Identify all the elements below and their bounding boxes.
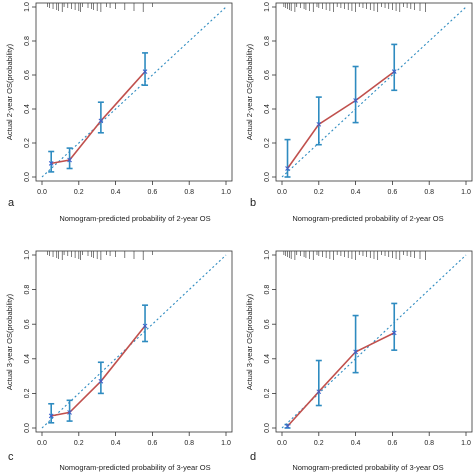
x-tick-label: 1.0 — [221, 189, 231, 196]
x-tick-label: 0.0 — [277, 189, 287, 196]
ideal-reference-line — [41, 6, 227, 178]
data-point — [391, 69, 397, 74]
y-tick-label: 1.0 — [264, 2, 271, 12]
x-axis-title: Nomogram-predicted probability of 2-year… — [59, 214, 210, 223]
x-tick-label: 0.2 — [74, 189, 84, 196]
panel-label: b — [250, 197, 256, 209]
data-point — [316, 121, 322, 127]
x-tick-label: 0.6 — [388, 189, 398, 196]
y-tick-label: 1.0 — [24, 2, 31, 12]
data-point — [353, 349, 358, 355]
x-tick-label: 0.0 — [37, 440, 47, 447]
calibration-panel-c: 0.0 0.2 0.4 0.6 0.8 1.0 0.0 0.2 0.4 0.6 0.8 1.0 Nomo… — [5, 250, 233, 472]
data-point — [48, 413, 54, 419]
x-tick-label: 0.6 — [148, 440, 158, 447]
plot-frame — [35, 2, 233, 182]
plot-frame — [275, 2, 473, 182]
data-point — [98, 118, 104, 124]
data-point — [67, 157, 72, 163]
y-tick-label: 0.6 — [264, 319, 271, 329]
panel-label: a — [8, 197, 15, 209]
y-tick-label: 0.8 — [264, 285, 271, 295]
x-tick-label: 0.6 — [148, 189, 158, 196]
y-tick-label: 0.4 — [264, 104, 271, 114]
x-tick-label: 0.4 — [111, 189, 121, 196]
y-tick-label: 1.0 — [24, 250, 31, 260]
y-tick-label: 0.4 — [24, 104, 31, 114]
y-tick-label: 0.0 — [24, 423, 31, 433]
y-axis-title: Actual 3-year OS(probability) — [245, 293, 254, 390]
data-point — [142, 69, 148, 74]
y-tick-label: 0.0 — [264, 172, 271, 182]
y-tick-label: 0.4 — [264, 354, 271, 364]
y-tick-label: 0.2 — [24, 388, 31, 398]
x-tick-label: 0.2 — [314, 189, 324, 196]
y-tick-label: 0.2 — [264, 138, 271, 148]
y-tick-label: 0.6 — [264, 70, 271, 80]
calibration-curve — [51, 325, 146, 417]
data-point — [98, 378, 104, 384]
calibration-curve — [286, 332, 395, 427]
data-point — [391, 330, 397, 336]
x-tick-label: 0.6 — [388, 440, 398, 447]
panel-label: c — [8, 451, 14, 463]
x-axis-title: Nomogram-predicted probability of 3-year… — [292, 463, 443, 472]
x-tick-label: 0.4 — [111, 440, 121, 447]
y-tick-label: 1.0 — [264, 250, 271, 260]
y-axis-title: Actual 3-year OS(probability) — [5, 293, 14, 390]
ideal-reference-line — [281, 6, 467, 178]
x-tick-label: 0.8 — [424, 189, 434, 196]
x-tick-label: 0.8 — [424, 440, 434, 447]
y-tick-label: 0.4 — [24, 354, 31, 364]
data-point — [48, 161, 54, 166]
y-tick-label: 0.6 — [24, 70, 31, 80]
calibration-curve — [51, 71, 146, 165]
data-point — [285, 166, 290, 171]
calibration-panel-b: 0.0 0.2 0.4 0.6 0.8 1.0 0.0 0.2 0.4 0.6 0.8 1.0 Nomo… — [245, 2, 473, 223]
data-point — [353, 98, 358, 103]
y-axis-title: Actual 2-year OS(probability) — [245, 43, 254, 140]
x-axis-title: Nomogram-predicted probability of 3-year… — [59, 463, 210, 472]
calibration-panel-d: 0.0 0.2 0.4 0.6 0.8 1.0 0.0 0.2 0.4 0.6 0.8 1.0 Nomo… — [245, 250, 473, 472]
panel-label: d — [250, 451, 256, 463]
data-point — [316, 389, 322, 395]
x-tick-label: 0.4 — [351, 440, 361, 447]
x-tick-label: 0.8 — [184, 189, 194, 196]
x-tick-label: 0.4 — [351, 189, 361, 196]
calibration-curve — [286, 70, 395, 169]
y-axis-title: Actual 2-year OS(probability) — [5, 43, 14, 140]
x-tick-label: 1.0 — [461, 440, 471, 447]
y-tick-label: 0.8 — [24, 285, 31, 295]
data-point — [285, 423, 290, 429]
y-tick-label: 0.8 — [24, 36, 31, 46]
y-tick-label: 0.0 — [264, 423, 271, 433]
x-tick-label: 0.0 — [277, 440, 287, 447]
calibration-panel-a: 0.0 0.2 0.4 0.6 0.8 1.0 0.0 0.2 0.4 0.6 0.8 1.0 Nomo… — [5, 2, 233, 223]
y-tick-label: 0.6 — [24, 319, 31, 329]
y-tick-label: 0.2 — [24, 138, 31, 148]
data-point — [142, 323, 148, 329]
x-tick-label: 0.2 — [74, 440, 84, 447]
x-axis-title: Nomogram-predicted probability of 2-year… — [292, 214, 443, 223]
x-tick-label: 0.0 — [37, 189, 47, 196]
y-tick-label: 0.2 — [264, 388, 271, 398]
y-tick-label: 0.0 — [24, 172, 31, 182]
x-tick-label: 1.0 — [461, 189, 471, 196]
x-tick-label: 0.8 — [184, 440, 194, 447]
ideal-reference-line — [41, 254, 227, 429]
x-tick-label: 0.2 — [314, 440, 324, 447]
y-tick-label: 0.8 — [264, 36, 271, 46]
data-point — [67, 410, 72, 415]
x-tick-label: 1.0 — [221, 440, 231, 447]
